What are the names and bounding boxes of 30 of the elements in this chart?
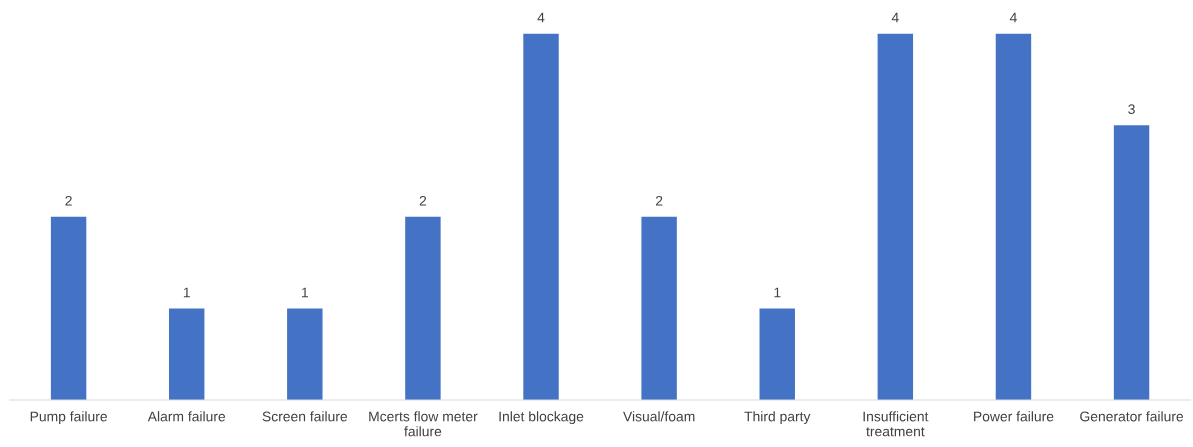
x-tick-label: Insufficient treatment	[863, 411, 929, 437]
data-label: 2	[65, 195, 72, 206]
data-label: 1	[774, 287, 781, 298]
x-tick-label: Generator failure	[1080, 411, 1184, 422]
data-label: 4	[537, 12, 545, 23]
data-label: 3	[1128, 104, 1135, 115]
data-label: 4	[891, 12, 899, 23]
bar	[877, 33, 914, 401]
data-label: 1	[302, 287, 308, 298]
bar	[641, 216, 677, 401]
bar	[287, 308, 323, 401]
bar	[168, 308, 205, 401]
x-tick-label: Third party	[744, 411, 811, 425]
bar	[405, 216, 441, 401]
data-label: 4	[1009, 12, 1017, 23]
bar	[759, 308, 795, 401]
data-label: 2	[655, 195, 663, 206]
bar	[50, 216, 87, 401]
data-label: 1	[183, 287, 190, 298]
bar	[523, 33, 559, 401]
bar	[1113, 125, 1150, 401]
x-tick-label: Inlet blockage	[499, 411, 584, 425]
x-tick-label: Pump failure	[30, 411, 107, 425]
x-tick-label: Alarm failure	[147, 411, 226, 422]
x-tick-label: Visual/foam	[623, 411, 695, 422]
x-tick-label: Mcerts flow meter failure	[369, 411, 478, 437]
data-label: 2	[419, 195, 427, 206]
x-tick-label: Power failure	[974, 411, 1054, 422]
x-tick-label: Screen failure	[262, 411, 348, 422]
bar	[995, 33, 1032, 401]
